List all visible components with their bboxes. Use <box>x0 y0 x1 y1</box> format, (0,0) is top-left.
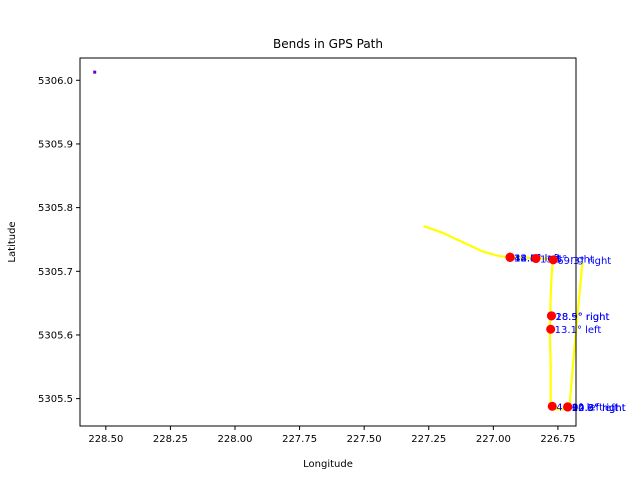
plot-area: 44.5° left32.4° left18.1° left13.6° left… <box>93 70 626 414</box>
y-tick-label: 5306.0 <box>38 76 73 87</box>
y-tick-label: 5305.9 <box>38 139 73 150</box>
y-axis: 5305.5 5305.6 5305.7 5305.8 5305.9 5306.0 <box>38 76 80 405</box>
x-tick-label: 227.50 <box>347 434 382 445</box>
x-axis: 228.50 228.25 228.00 227.75 227.50 227.25 227.… <box>88 426 575 445</box>
x-tick-label: 228.50 <box>88 434 123 445</box>
x-tick-label: 228.25 <box>153 434 188 445</box>
y-tick-label: 5305.6 <box>38 330 73 341</box>
outlier-point <box>93 70 97 74</box>
plot-frame <box>79 57 577 427</box>
bend-point <box>505 252 515 262</box>
bend-annotation: 69.3° right <box>557 256 611 267</box>
x-axis-label: Longitude <box>303 459 353 470</box>
bend-point <box>563 402 573 412</box>
x-tick-label: 227.25 <box>411 434 446 445</box>
y-tick-label: 5305.8 <box>38 203 73 214</box>
y-tick-label: 5305.7 <box>38 267 73 278</box>
bend-annotation: 13.1° left <box>555 325 602 336</box>
bend-annotation: 18.5° right <box>555 312 609 323</box>
bend-annotation: 60.6° right <box>572 403 626 414</box>
bend-annotation: 28.9° right <box>555 312 609 323</box>
x-tick-label: 227.75 <box>282 434 317 445</box>
bend-annotation: 40.9° left <box>556 402 603 413</box>
x-tick-label: 228.00 <box>218 434 253 445</box>
bend-point <box>546 324 556 334</box>
bend-point <box>547 401 557 411</box>
bend-point <box>531 254 541 264</box>
bend-annotation: 22.3° left <box>572 403 619 414</box>
bend-point <box>546 311 556 321</box>
x-tick-label: 227.00 <box>476 434 511 445</box>
bend-annotation: 13.5° right <box>540 255 594 266</box>
x-tick-label: 226.75 <box>540 434 575 445</box>
chart-title: Bends in GPS Path <box>273 37 383 51</box>
bend-annotation: 14.3° right <box>572 403 626 414</box>
y-tick-label: 5305.5 <box>38 394 73 405</box>
y-axis-label: Latitude <box>7 221 18 262</box>
bend-point <box>548 255 558 265</box>
